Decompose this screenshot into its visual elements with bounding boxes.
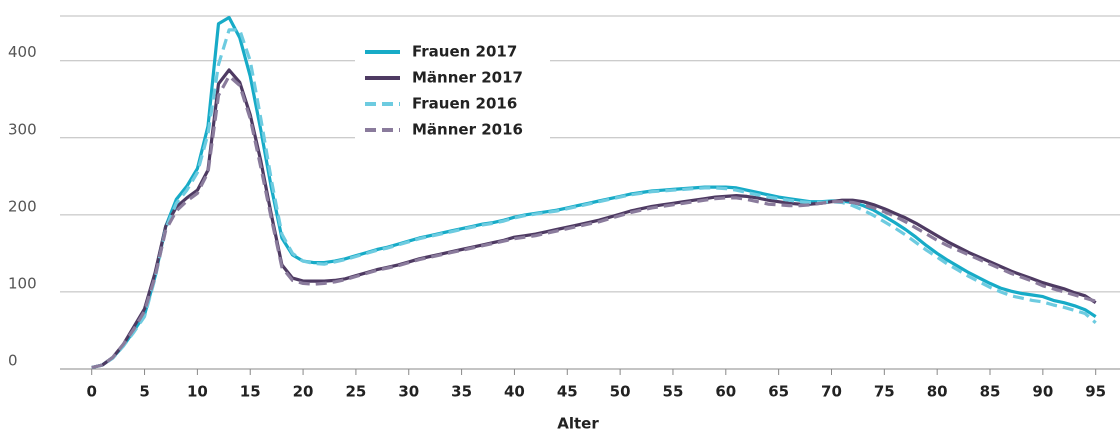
- x-axis-label: Alter: [557, 415, 599, 432]
- x-tick-label: 95: [1085, 383, 1106, 401]
- x-tick-label: 25: [345, 383, 366, 401]
- series-line: [91, 15, 1097, 370]
- y-tick-label: 100: [8, 274, 37, 292]
- x-tick-label: 45: [557, 383, 578, 401]
- legend-label: Männer 2017: [412, 69, 523, 87]
- x-tick-label: 10: [187, 383, 208, 401]
- y-tick-label: 400: [8, 43, 37, 61]
- x-tick-label: 85: [980, 383, 1001, 401]
- x-tick-label: 20: [293, 383, 314, 401]
- x-tick-label: 55: [663, 383, 684, 401]
- x-tick-label: 75: [874, 383, 895, 401]
- x-tick-label: 70: [821, 383, 842, 401]
- x-tick-label: 40: [504, 383, 525, 401]
- series-line: [91, 74, 1097, 370]
- legend-label: Frauen 2017: [412, 43, 517, 61]
- x-tick-label: 0: [86, 383, 96, 401]
- x-tick-label: 15: [240, 383, 261, 401]
- x-tick-label: 80: [927, 383, 948, 401]
- y-tick-label: 200: [8, 197, 37, 215]
- x-tick-label: 5: [139, 383, 149, 401]
- series-line: [91, 68, 1097, 370]
- legend-label: Frauen 2016: [412, 95, 517, 113]
- x-tick-label: 30: [398, 383, 419, 401]
- y-tick-label: 0: [8, 352, 18, 370]
- x-tick-label: 35: [451, 383, 472, 401]
- x-tick-label: 50: [610, 383, 631, 401]
- x-tick-label: 90: [1032, 383, 1053, 401]
- x-tick-label: 65: [768, 383, 789, 401]
- legend-label: Männer 2016: [412, 121, 523, 139]
- x-tick-label: 60: [715, 383, 736, 401]
- series-line: [91, 28, 1097, 370]
- y-tick-label: 300: [8, 120, 37, 138]
